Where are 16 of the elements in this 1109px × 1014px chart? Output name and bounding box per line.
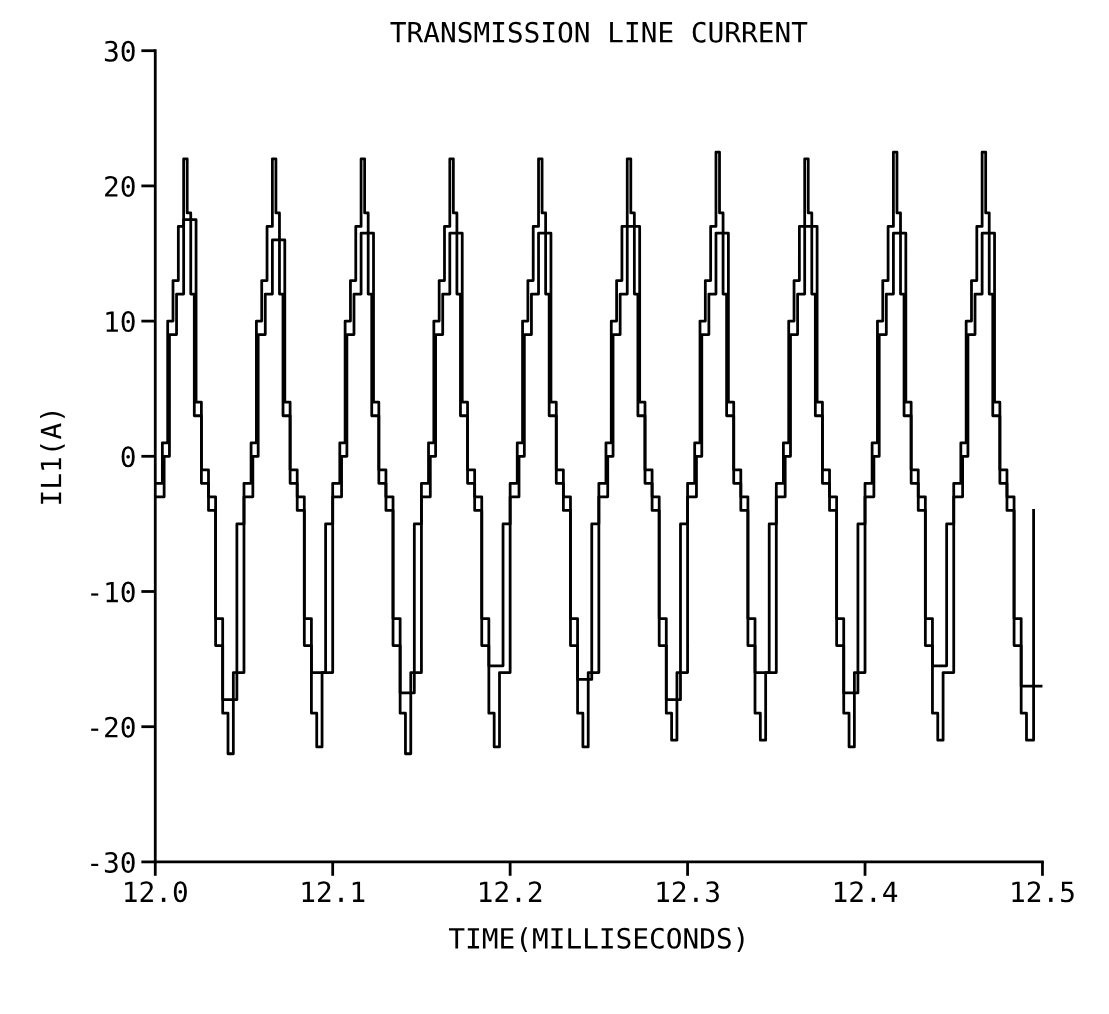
- x-tick-label: 12.2: [480, 881, 542, 902]
- y-tick-label: -20: [91, 716, 135, 738]
- y-tick-label: 0: [121, 446, 135, 468]
- y-tick-label: 20: [105, 175, 135, 197]
- y-tick-label: 10: [106, 311, 135, 333]
- x-tick-label: 12.0: [125, 881, 187, 903]
- y-tick-label: -10: [91, 581, 135, 603]
- x-tick-label: 12.4: [834, 881, 898, 902]
- y-tick-label: -30: [91, 851, 135, 873]
- y-tick-label: 30: [104, 40, 135, 62]
- x-tick-label: 12.5: [1012, 881, 1074, 903]
- x-tick-label: 12.3: [657, 881, 719, 903]
- y-axis-title: IL1(A): [40, 411, 65, 504]
- x-tick-label: 12.1: [302, 881, 365, 902]
- chart-title: TRANSMISSION LINE CURRENT: [390, 21, 808, 43]
- x-axis-title: TIME(MILLISECONDS): [448, 927, 744, 953]
